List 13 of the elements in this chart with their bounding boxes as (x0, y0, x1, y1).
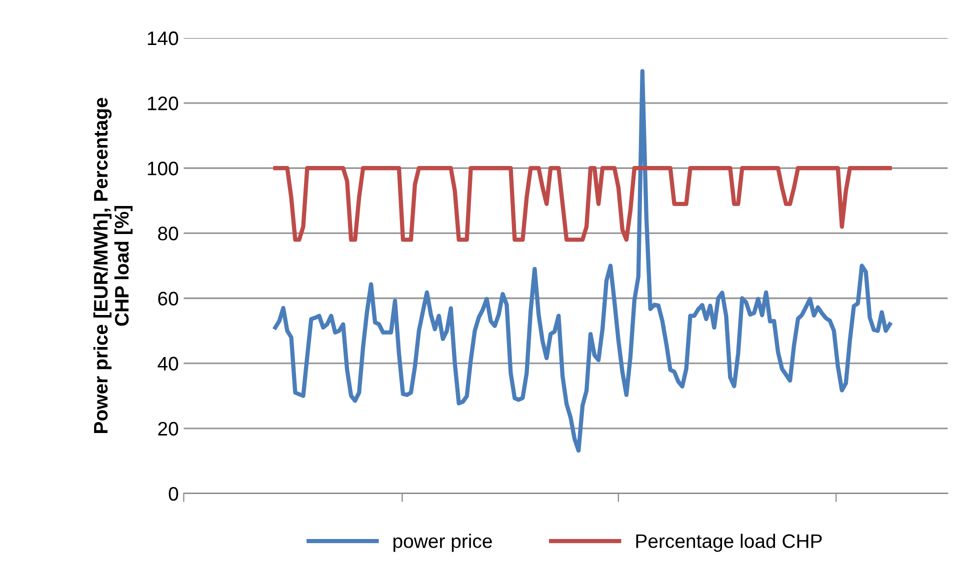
y-tick-label: 60 (158, 292, 178, 306)
y-tick-label: 100 (148, 162, 178, 176)
y-tick-label: 140 (148, 31, 178, 46)
line-series (273, 166, 892, 242)
legend-label: Percentage load CHP (636, 534, 822, 552)
y-tick-label: 0 (168, 486, 178, 501)
y-tick-label: 40 (158, 356, 178, 371)
y-tick-label: 20 (158, 422, 178, 436)
y-tick-label: 80 (158, 226, 178, 240)
y-axis-title: Power price [EUR/MWh], Percentage CHP load [%] (93, 98, 133, 433)
line-series (273, 69, 892, 453)
y-tick-label: 120 (148, 96, 178, 110)
legend-label: power price (394, 534, 492, 552)
